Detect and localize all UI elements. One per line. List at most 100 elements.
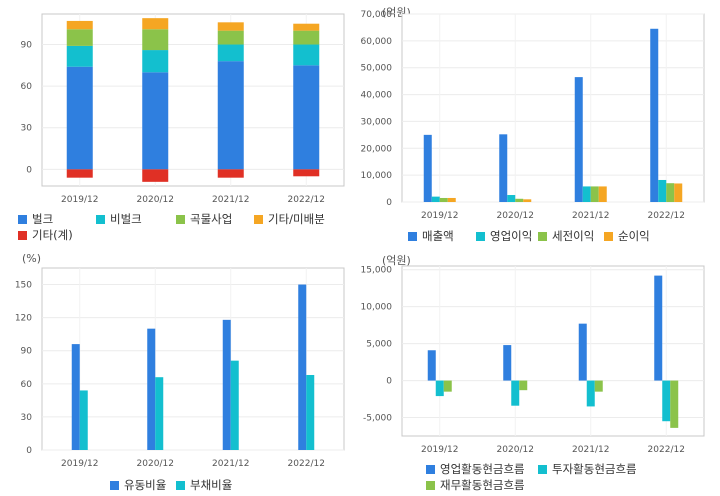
legend-swatch xyxy=(426,465,435,474)
c4-y-tick-label: 0 xyxy=(386,377,392,387)
c3-bar-0-3 xyxy=(298,284,307,450)
c2-y-tick-label: 20,000 xyxy=(361,144,393,154)
ratio-chart: 0 30 60 90 120 150 2019/12 2020/12 2021/12 2022/1… xyxy=(15,267,345,469)
c2-bar-1-0 xyxy=(431,196,440,202)
legend-swatch xyxy=(18,231,27,240)
c1-x-tick-label: 2019/12 xyxy=(61,195,98,205)
c3-y-tick-label: 30 xyxy=(21,413,33,423)
legend-swatch xyxy=(96,215,105,224)
c2-bar-3-3 xyxy=(674,183,683,202)
c4-bar-1-2 xyxy=(586,380,595,407)
legend-swatch xyxy=(538,232,547,241)
c1-x-tick-label: 2022/12 xyxy=(288,195,325,205)
legend-item[interactable]: 비벌크 xyxy=(96,212,142,226)
c1-bar-0-1 xyxy=(142,72,169,170)
c2-bar-3-1 xyxy=(523,199,532,202)
c1-bar-3-2 xyxy=(217,22,244,31)
legend-item[interactable]: 세전이익 xyxy=(538,229,594,243)
c2-y-tick-label: 50,000 xyxy=(361,64,393,74)
revenue-profit-legend: 매출액 영업이익 세전이익 순이익 xyxy=(360,227,720,247)
c2-y-tick-label: 40,000 xyxy=(361,91,393,101)
legend-swatch xyxy=(254,215,263,224)
c3-bar-1-0 xyxy=(79,390,88,450)
c3-y-tick-label: 90 xyxy=(21,347,33,357)
legend-label: 영업활동현금흐름 xyxy=(440,462,525,476)
c4-plot-frame xyxy=(401,265,705,437)
c4-x-tick-label: 2022/12 xyxy=(648,445,685,455)
legend-item[interactable]: 순이익 xyxy=(604,229,650,243)
c3-y-tick-label: 150 xyxy=(15,281,32,291)
c3-x-tick-label: 2022/12 xyxy=(288,459,325,469)
c2-x-tick-label: 2019/12 xyxy=(421,211,458,221)
legend-item[interactable]: 기타(계) xyxy=(18,228,73,242)
c4-x-tick-label: 2020/12 xyxy=(497,445,534,455)
c4-y-tick-label: -5,000 xyxy=(363,414,392,424)
c4-bar-1-0 xyxy=(435,380,444,397)
c2-y-tick-label: 30,000 xyxy=(361,117,393,127)
c3-x-tick-label: 2019/12 xyxy=(61,459,98,469)
legend-item[interactable]: 투자활동현금흐름 xyxy=(538,462,637,476)
legend-swatch xyxy=(604,232,613,241)
c1-x-tick-label: 2020/12 xyxy=(137,195,174,205)
legend-label: 세전이익 xyxy=(552,229,595,243)
c3-bar-1-3 xyxy=(306,374,315,450)
c1-bar-2-0 xyxy=(66,29,93,46)
legend-label: 벌크 xyxy=(32,212,54,226)
legend-label: 투자활동현금흐름 xyxy=(552,462,637,476)
legend-item[interactable]: 부채비율 xyxy=(176,478,232,492)
legend-label: 부채비율 xyxy=(190,478,233,492)
legend-item[interactable]: 영업활동현금흐름 xyxy=(426,462,525,476)
c2-bar-2-2 xyxy=(590,186,599,202)
c2-x-tick-label: 2020/12 xyxy=(497,211,534,221)
c4-bar-0-2 xyxy=(578,323,587,381)
c3-y-tick-label: 60 xyxy=(21,380,33,390)
c4-y-tick-label: 15,000 xyxy=(361,266,393,276)
c1-bar-4-3 xyxy=(293,169,320,177)
legend-swatch xyxy=(176,215,185,224)
c4-y-tick-label: 10,000 xyxy=(361,303,393,313)
c1-bar-3-1 xyxy=(142,18,169,30)
c2-x-tick-label: 2022/12 xyxy=(648,211,685,221)
c3-y-tick-label: 0 xyxy=(26,446,32,456)
c1-bar-0-0 xyxy=(66,66,93,170)
c3-x-tick-label: 2020/12 xyxy=(137,459,174,469)
c2-x-tick-label: 2021/12 xyxy=(572,211,609,221)
c4-bar-1-1 xyxy=(511,380,520,406)
legend-item[interactable]: 재무활동현금흐름 xyxy=(426,478,525,492)
c2-bar-2-1 xyxy=(515,198,524,202)
legend-item[interactable]: 매출액 xyxy=(408,229,454,243)
revenue-profit-chart-panel: (억원) 0 10,000 20,000 30,000 40,000 50,000 60,0… xyxy=(360,0,720,250)
c3-bar-1-2 xyxy=(230,360,239,450)
c4-y-tick-label: 5,000 xyxy=(366,340,392,350)
c1-bar-2-2 xyxy=(217,30,244,45)
legend-item[interactable]: 기타/미배분 xyxy=(254,212,325,226)
legend-item[interactable]: 곡물사업 xyxy=(176,212,232,226)
c3-x-tick-label: 2021/12 xyxy=(212,459,249,469)
c2-bar-2-0 xyxy=(439,197,448,202)
c1-bar-3-0 xyxy=(66,20,93,30)
c1-bar-1-3 xyxy=(293,44,320,66)
legend-label: 유동비율 xyxy=(124,478,167,492)
legend-item[interactable]: 영업이익 xyxy=(476,229,532,243)
ratio-unit-label: (%) xyxy=(22,252,42,265)
legend-item[interactable]: 벌크 xyxy=(18,212,53,226)
legend-swatch xyxy=(110,481,119,490)
c3-bar-0-2 xyxy=(222,319,231,450)
legend-swatch xyxy=(476,232,485,241)
ratio-legend: 유동비율 부채비율 xyxy=(0,476,360,496)
c3-bar-0-1 xyxy=(147,328,156,450)
legend-label: 비벌크 xyxy=(110,212,142,226)
c4-x-tick-label: 2021/12 xyxy=(572,445,609,455)
c1-y-tick-label: 60 xyxy=(21,82,33,92)
legend-item[interactable]: 유동비율 xyxy=(110,478,166,492)
c1-y-tick-label: 30 xyxy=(21,124,33,134)
c3-bar-1-1 xyxy=(155,377,164,450)
cashflow-chart-panel: (억원) -5,000 0 5,000 10,000 15,000 2019/12 2020… xyxy=(360,250,720,496)
legend-label: 매출액 xyxy=(422,229,454,243)
c1-bar-4-1 xyxy=(142,169,169,182)
legend-swatch xyxy=(426,481,435,490)
c1-bar-4-2 xyxy=(217,169,244,178)
segment-chart: 0 30 60 90 2019/12 2020/12 2021/12 2022/12 xyxy=(21,13,345,205)
